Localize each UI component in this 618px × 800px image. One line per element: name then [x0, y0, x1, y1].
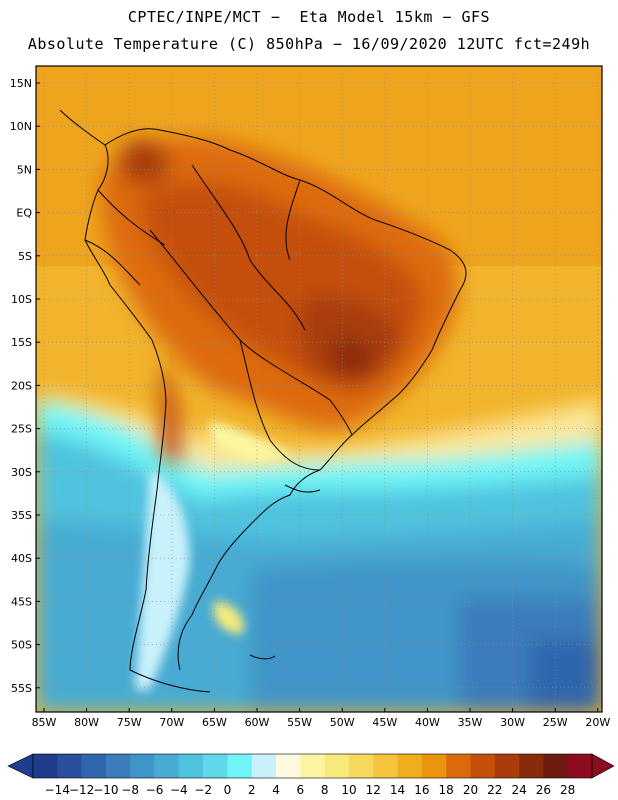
colorbar-swatch — [154, 754, 180, 778]
lat-tick-label: 50S — [11, 639, 32, 652]
colorbar-swatch — [276, 754, 301, 778]
colorbar-swatch — [470, 754, 496, 778]
colorbar-label: −12 — [69, 783, 94, 797]
lat-tick-label: 5N — [17, 163, 32, 176]
colorbar-label: 18 — [439, 783, 454, 797]
colorbar-high-arrow — [591, 753, 615, 779]
colorbar-swatch — [494, 754, 520, 778]
colorbar-label: −2 — [194, 783, 212, 797]
lat-tick-label: 10N — [10, 120, 32, 133]
lat-tick-label: 45S — [11, 595, 32, 608]
lon-tick-label: 85W — [32, 716, 57, 729]
lon-tick-label: 20W — [585, 716, 610, 729]
colorbar-swatch — [33, 754, 58, 778]
colorbar-label: 10 — [341, 783, 356, 797]
lat-tick-label: 55S — [11, 682, 32, 695]
colorbar-label: 12 — [366, 783, 381, 797]
colorbar-label: 28 — [560, 783, 575, 797]
colorbar-swatch — [421, 754, 447, 778]
latitude-axis: 15N 10N 5N EQ 5S 10S 15S 20S 25S 30S 35S 40S 45S 50S 5… — [10, 77, 40, 695]
lon-tick-label: 70W — [159, 716, 184, 729]
colorbar-label: −14 — [45, 783, 70, 797]
colorbar-swatch — [227, 754, 253, 778]
colorbar-label: 6 — [297, 783, 305, 797]
colorbar-label: 22 — [487, 783, 502, 797]
lon-tick-label: 65W — [202, 716, 227, 729]
colorbar-label: 2 — [248, 783, 256, 797]
colorbar-swatch — [81, 754, 107, 778]
lon-tick-label: 35W — [458, 716, 483, 729]
coastline — [59, 109, 467, 693]
lat-tick-label: 10S — [11, 293, 32, 306]
lon-tick-label: 60W — [245, 716, 270, 729]
lat-tick-label: 5S — [18, 250, 32, 263]
colorbar-swatch — [397, 754, 423, 778]
lat-tick-label: 15N — [10, 77, 32, 90]
lon-tick-label: 50W — [330, 716, 355, 729]
colorbar-swatch — [57, 754, 82, 778]
colorbar-label: 14 — [390, 783, 405, 797]
lon-tick-label: 45W — [372, 716, 397, 729]
colorbar-label: −4 — [170, 783, 188, 797]
lon-tick-label: 75W — [117, 716, 142, 729]
lon-tick-label: 30W — [500, 716, 525, 729]
lat-tick-label: 40S — [11, 552, 32, 565]
colorbar-swatch — [251, 754, 277, 778]
colorbar-label: −6 — [146, 783, 164, 797]
lon-tick-label: 80W — [74, 716, 99, 729]
chart-title: CPTEC/INPE/MCT − Eta Model 15km − GFS — [127, 8, 491, 26]
colorbar-swatch — [105, 754, 131, 778]
colorbar-label: 20 — [463, 783, 478, 797]
chart-subtitle: Absolute Temperature (C) 850hPa − 16/09/… — [27, 35, 591, 53]
colorbar-swatch — [373, 754, 398, 778]
colorbar-swatch — [324, 754, 350, 778]
map-frame — [35, 65, 603, 713]
temperature-field — [36, 66, 602, 712]
colorbar-low-arrow — [7, 753, 34, 779]
colorbar-label: 26 — [536, 783, 551, 797]
lon-tick-label: 55W — [287, 716, 312, 729]
lon-tick-label: 40W — [415, 716, 440, 729]
colorbar-border — [32, 753, 593, 779]
colorbar-swatch — [300, 754, 325, 778]
colorbar-swatch — [130, 754, 155, 778]
lat-tick-label: EQ — [16, 207, 32, 220]
colorbar-swatch — [567, 754, 593, 778]
longitude-axis: 85W 80W 75W 70W 65W 60W 55W 50W 45W 40W 35W 30W 25W 2… — [32, 708, 610, 729]
colorbar-label: 4 — [272, 783, 280, 797]
lat-tick-label: 35S — [11, 509, 32, 522]
colorbar-swatch — [203, 754, 228, 778]
lat-tick-label: 25S — [11, 423, 32, 436]
colorbar-swatch — [348, 754, 374, 778]
colorbar-label: 16 — [414, 783, 429, 797]
colorbar-swatch — [519, 754, 544, 778]
lon-tick-label: 25W — [543, 716, 568, 729]
lat-tick-label: 15S — [11, 336, 32, 349]
colorbar-label: 0 — [224, 783, 232, 797]
lat-tick-label: 20S — [11, 379, 32, 392]
colorbar-swatch — [446, 754, 471, 778]
colorbar-label: −8 — [121, 783, 139, 797]
colorbar-label: 24 — [511, 783, 526, 797]
colorbar-label: 8 — [321, 783, 329, 797]
colorbar-swatch — [543, 754, 568, 778]
colorbar: −14−12−10 −8 −6 −4 −2 0 2 4 6 8 10 12 14 16 18 20 22 24 26… — [7, 753, 615, 797]
colorbar-label: −10 — [93, 783, 118, 797]
lat-tick-label: 30S — [11, 466, 32, 479]
colorbar-swatch — [178, 754, 204, 778]
